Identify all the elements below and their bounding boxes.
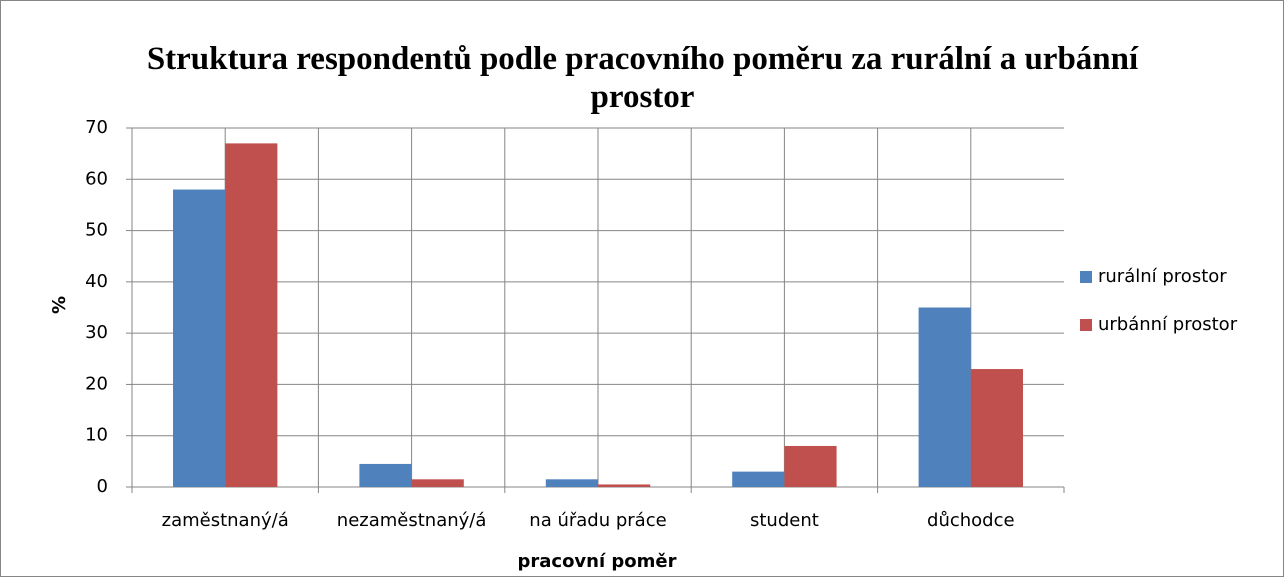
bar [225, 143, 278, 487]
chart-title: Struktura respondentů podle pracovního p… [146, 41, 1139, 115]
x-axis-label: pracovní poměr [517, 551, 676, 572]
bar [411, 479, 464, 487]
y-tick-label: 60 [85, 168, 108, 189]
x-tick-label: na úřadu práce [529, 510, 666, 531]
x-tick-label: důchodce [927, 510, 1015, 531]
y-tick-label: 40 [85, 271, 108, 292]
legend-label: rurální prostor [1098, 266, 1227, 287]
bar [970, 369, 1023, 487]
bar [732, 471, 785, 487]
y-tick-label: 0 [97, 476, 108, 497]
y-axis-label: % [49, 296, 70, 314]
bar [918, 307, 971, 487]
y-tick-label: 20 [85, 373, 108, 394]
bar [784, 445, 837, 487]
bar [598, 484, 651, 487]
y-tick-label: 50 [85, 220, 108, 241]
x-tick-label: student [750, 510, 819, 531]
legend-swatch [1080, 271, 1092, 283]
legend-label: urbánní prostor [1098, 314, 1238, 335]
legend-swatch [1080, 319, 1092, 331]
x-tick-label: nezaměstnaný/á [337, 510, 487, 531]
y-tick-label: 30 [85, 322, 108, 343]
y-tick-label: 10 [85, 425, 108, 446]
bar [173, 189, 226, 488]
y-tick-label: 70 [85, 117, 108, 138]
bar [359, 463, 412, 487]
bar [545, 479, 598, 487]
x-tick-label: zaměstnaný/á [162, 510, 289, 531]
